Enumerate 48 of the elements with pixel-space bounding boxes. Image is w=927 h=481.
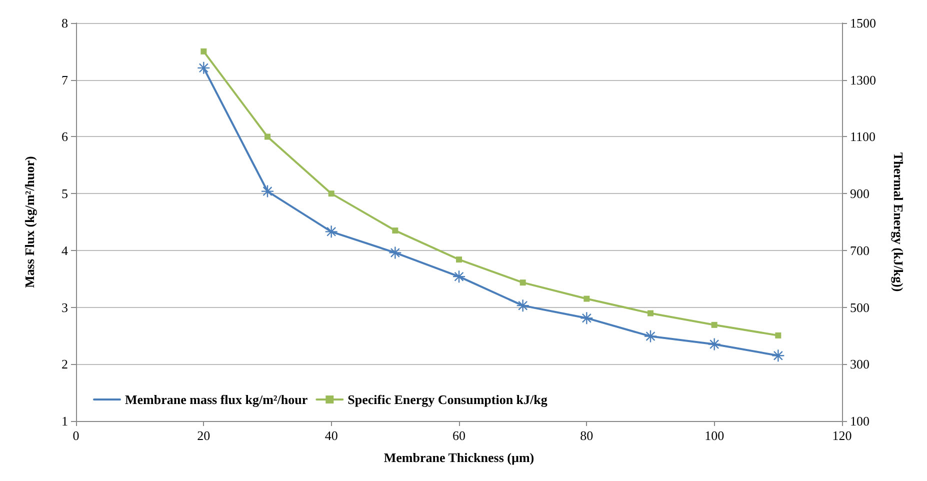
point <box>452 270 466 284</box>
y2-tick-label: 100 <box>850 414 870 428</box>
y-tick-label: 6 <box>62 129 68 144</box>
point <box>392 228 398 234</box>
x-tick-label: 100 <box>704 428 724 443</box>
y2-tick-label: 700 <box>850 242 870 258</box>
x-axis-title: Membrane Thickness (µm) <box>384 450 534 465</box>
y-tick-label: 1 <box>62 414 68 428</box>
point <box>197 61 210 75</box>
y-axis-title: Mass Flux (kg/m²/huor) <box>22 156 37 288</box>
point <box>328 190 334 197</box>
point <box>456 256 462 263</box>
x-tick-label: 60 <box>452 428 466 443</box>
y2-axis-title: Thermal Energy (kJ/kg)) <box>891 152 906 292</box>
y2-tick-label: 500 <box>850 300 870 315</box>
x-tick-label: 80 <box>580 428 594 443</box>
y-tick-label: 4 <box>62 242 68 258</box>
point <box>388 246 402 260</box>
x-tick-label: 0 <box>72 428 80 443</box>
point <box>648 310 654 316</box>
point <box>324 225 338 238</box>
point <box>264 134 270 140</box>
legend-label: Specific Energy Consumption kJ/kg <box>348 392 548 407</box>
x-tick-label: 20 <box>197 428 210 443</box>
y-tick-label: 5 <box>62 186 68 202</box>
point <box>772 349 785 362</box>
point <box>260 184 274 198</box>
x-tick-label: 120 <box>832 428 852 443</box>
point <box>711 322 718 328</box>
y2-tick-label: 1500 <box>850 16 876 30</box>
legend-label: Membrane mass flux kg/m²/hour <box>125 392 308 407</box>
point <box>200 48 207 54</box>
y-tick-label: 7 <box>62 72 68 88</box>
y2-tick-label: 900 <box>850 186 870 202</box>
point <box>520 280 526 286</box>
y-tick-label: 8 <box>62 16 68 30</box>
y2-tick-label: 1100 <box>850 129 876 144</box>
point <box>775 332 782 338</box>
point <box>580 311 594 325</box>
y2-tick-label: 1300 <box>850 72 876 88</box>
point <box>516 298 530 312</box>
point <box>644 330 658 343</box>
y-tick-label: 3 <box>62 300 68 315</box>
y2-tick-label: 300 <box>850 356 870 372</box>
point <box>584 296 590 302</box>
point <box>708 338 721 351</box>
x-tick-label: 40 <box>324 428 338 443</box>
y-tick-label: 2 <box>62 356 68 372</box>
